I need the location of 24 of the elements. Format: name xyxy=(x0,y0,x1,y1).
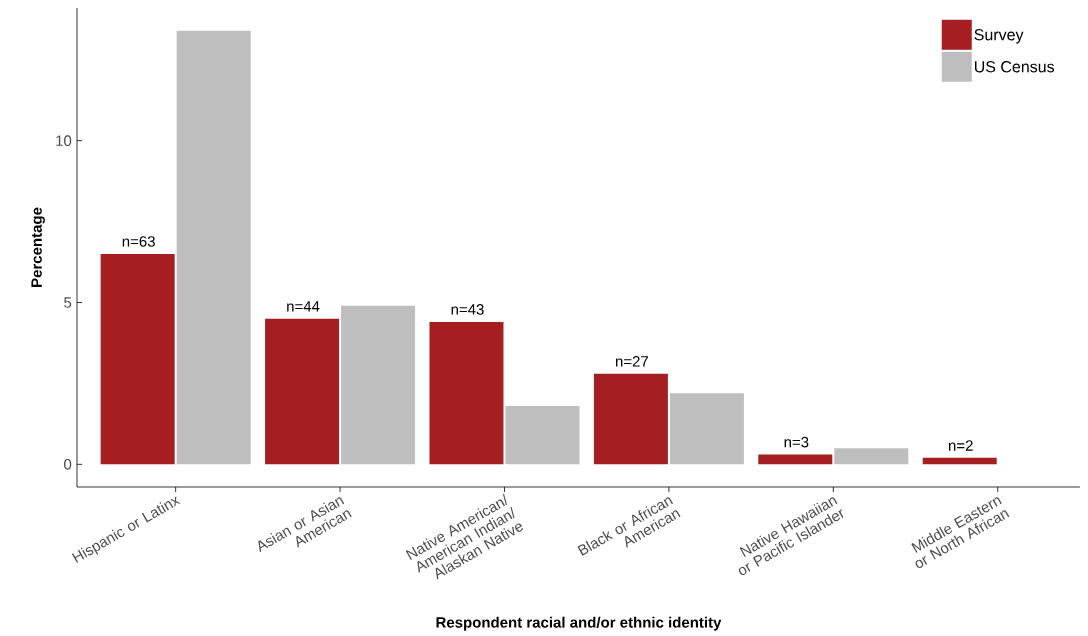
annotation: n=27 xyxy=(615,356,649,367)
bar xyxy=(176,30,251,465)
annotation: n=2 xyxy=(948,440,973,451)
y-tick-label: 0 xyxy=(64,459,72,470)
bar xyxy=(834,448,909,465)
y-tick-label: 10 xyxy=(56,135,72,146)
bar xyxy=(100,253,175,465)
annotation: n=43 xyxy=(451,304,484,315)
bar xyxy=(669,393,744,465)
annotation: n=3 xyxy=(784,436,809,448)
annotation: n=63 xyxy=(122,236,155,247)
bar xyxy=(593,373,668,465)
bar xyxy=(265,318,340,465)
y-axis-title: Percentage xyxy=(31,207,45,287)
legend-label: Survey xyxy=(974,29,1024,44)
bar xyxy=(341,305,416,465)
bar xyxy=(758,454,833,465)
legend-label: US Census xyxy=(974,61,1055,73)
x-axis-title: Respondent racial and/or ethnic identity xyxy=(436,616,722,631)
bar xyxy=(922,457,997,465)
bar xyxy=(429,321,504,465)
y-tick-label: 5 xyxy=(64,297,72,308)
bar xyxy=(505,406,580,465)
annotation: n=44 xyxy=(287,301,320,312)
